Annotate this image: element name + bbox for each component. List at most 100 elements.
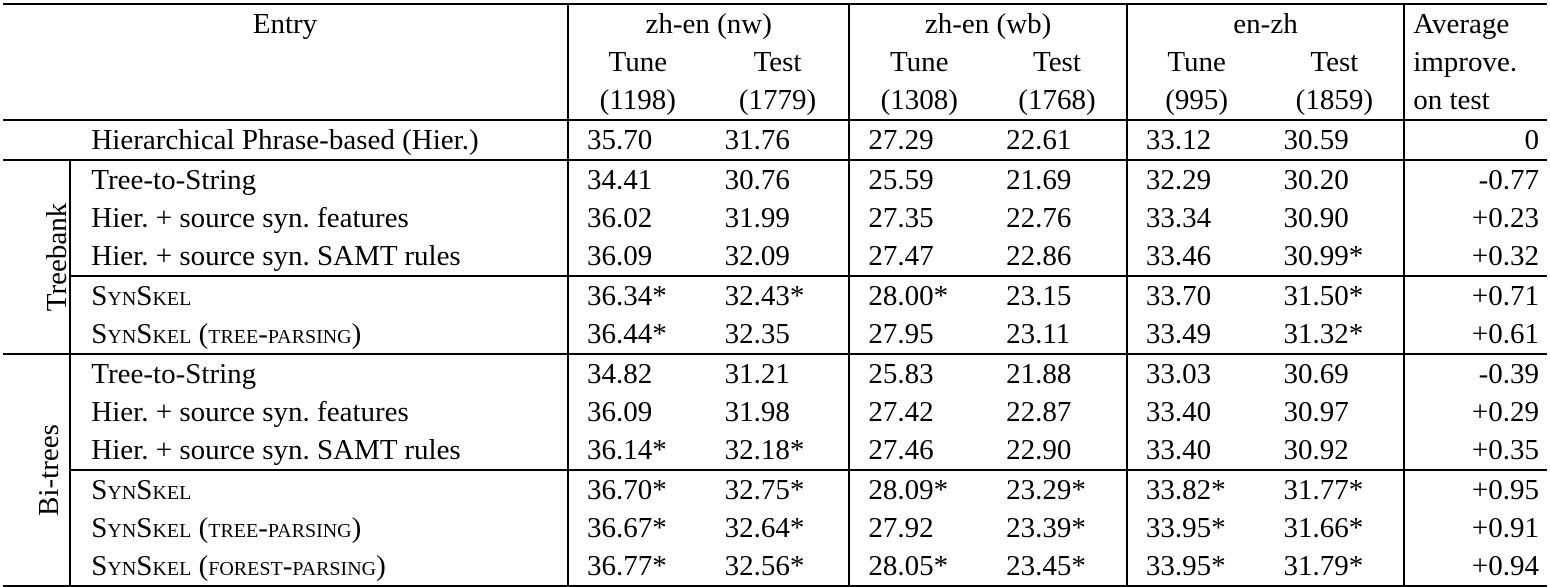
row-label: Hier. + source syn. SAMT rules: [70, 237, 569, 277]
cell: 27.92: [868, 512, 934, 544]
cell: 23.15: [988, 276, 1128, 315]
avg-cell: +0.61: [1404, 315, 1547, 355]
sub-header-count: (1768): [988, 81, 1128, 121]
cell: 33.40: [1145, 396, 1212, 428]
avg-header-line2: improve.: [1413, 46, 1518, 78]
sub-header-count: (1198): [567, 81, 707, 121]
group-header-zh-en-wb: zh-en (wb): [849, 3, 1128, 43]
table-row: SynSkel (forest-parsing) 36.77* 32.56* 2…: [3, 547, 1547, 587]
avg-cell: +0.94: [1404, 547, 1547, 587]
cell: 25.59: [868, 164, 934, 196]
cell: 25.83: [868, 358, 934, 390]
cell: 33.40: [1126, 431, 1266, 471]
cell: 31.99: [706, 199, 851, 237]
cell: 36.09: [567, 237, 707, 277]
cell: 30.90: [1265, 199, 1406, 237]
cell: 27.42: [868, 396, 934, 428]
cell: 22.87: [988, 393, 1128, 431]
cell: 33.49: [1126, 315, 1266, 355]
cell: 22.76: [988, 199, 1128, 237]
avg-cell: -0.39: [1478, 358, 1539, 390]
avg-cell: +0.71: [1471, 280, 1539, 312]
cell: 36.34*: [586, 280, 667, 312]
row-label: Hierarchical Phrase-based (Hier.): [3, 120, 569, 161]
cell: 34.82: [586, 358, 653, 390]
cell: 31.77*: [1265, 470, 1406, 509]
cell: 36.67*: [586, 512, 667, 544]
avg-cell: +0.29: [1471, 396, 1539, 428]
cell: 33.46: [1126, 237, 1266, 277]
row-label: Tree-to-String: [70, 354, 569, 393]
cell: 35.70: [567, 120, 707, 161]
cell: 32.29: [1145, 164, 1212, 196]
avg-cell: -0.77: [1478, 164, 1539, 196]
entry-header: Entry: [3, 3, 569, 43]
avg-cell: +0.23: [1471, 202, 1539, 234]
avg-cell: +0.35: [1404, 431, 1547, 471]
row-label: SynSkel (forest-parsing): [70, 547, 569, 587]
cell: 33.70: [1145, 280, 1212, 312]
cell: 28.00*: [868, 280, 949, 312]
row-label: Tree-to-String: [70, 160, 569, 199]
table-row: SynSkel (tree-parsing) 36.44* 32.35 27.9…: [3, 315, 1547, 355]
avg-cell: 0: [1404, 120, 1547, 161]
cell: 30.97: [1265, 393, 1406, 431]
table-row: Hier. + source syn. SAMT rules 36.14* 32…: [3, 431, 1547, 471]
group-header-zh-en-nw: zh-en (nw): [567, 3, 851, 43]
cell: 21.69: [988, 160, 1128, 199]
cell: 33.82*: [1145, 474, 1226, 506]
cell: 23.11: [988, 315, 1128, 355]
cell: 27.95: [849, 315, 989, 355]
group-label-treebank: Treebank: [3, 160, 73, 355]
avg-header-line3: on test: [1404, 81, 1547, 121]
sub-header-count: (1779): [706, 81, 851, 121]
cell: 30.99*: [1265, 237, 1406, 277]
cell: 36.09: [586, 396, 653, 428]
cell: 32.56*: [706, 547, 851, 587]
cell: 31.32*: [1265, 315, 1406, 355]
sub-header-label: Test: [706, 43, 851, 81]
cell: 31.98: [706, 393, 851, 431]
row-label: Hier. + source syn. features: [70, 199, 569, 237]
cell: 21.88: [988, 354, 1128, 393]
cell: 30.59: [1265, 120, 1406, 161]
cell: 36.44*: [567, 315, 707, 355]
cell: 32.75*: [706, 470, 851, 509]
cell: 27.46: [849, 431, 989, 471]
cell: 27.47: [849, 237, 989, 277]
row-label: SynSkel (tree-parsing): [70, 509, 569, 547]
avg-header-line1: Average: [1404, 3, 1547, 43]
sub-header-label: Test: [1265, 43, 1406, 81]
cell: 31.66*: [1265, 509, 1406, 547]
sub-header-count: (1859): [1265, 81, 1406, 121]
sub-header-label: Tune: [608, 46, 668, 78]
table-row: Treebank Tree-to-String 34.41 30.76 25.5…: [3, 160, 1547, 355]
cell: 27.35: [868, 202, 934, 234]
cell: 33.03: [1145, 358, 1212, 390]
cell: 30.20: [1265, 160, 1406, 199]
cell: 31.50*: [1265, 276, 1406, 315]
cell: 22.90: [988, 431, 1128, 471]
sub-header-label: Tune: [889, 46, 949, 78]
header-row-counts: (1198) (1779) (1308) (1768) (995) (1859)…: [3, 81, 1547, 121]
cell: 28.05*: [849, 547, 989, 587]
row-label: SynSkel: [70, 470, 569, 509]
row-label: Hier. + source syn. features: [70, 393, 569, 431]
cell: 33.12: [1126, 120, 1266, 161]
table-row: SynSkel 36.34* 32.43* 28.00* 23.15 33.70…: [3, 276, 1547, 315]
cell: 31.21: [706, 354, 851, 393]
cell: 23.39*: [988, 509, 1128, 547]
cell: 23.29*: [988, 470, 1128, 509]
sub-header-count: (995): [1126, 81, 1266, 121]
cell: 30.76: [706, 160, 851, 199]
cell: 36.70*: [586, 474, 667, 506]
cell: 32.18*: [706, 431, 851, 471]
table-row: Hier. + source syn. SAMT rules 36.09 32.…: [3, 237, 1547, 277]
cell: 30.69: [1265, 354, 1406, 393]
cell: 32.64*: [706, 509, 851, 547]
cell: 33.34: [1145, 202, 1212, 234]
avg-cell: +0.91: [1471, 512, 1539, 544]
row-label: SynSkel (tree-parsing): [70, 315, 569, 355]
cell: 30.92: [1265, 431, 1406, 471]
